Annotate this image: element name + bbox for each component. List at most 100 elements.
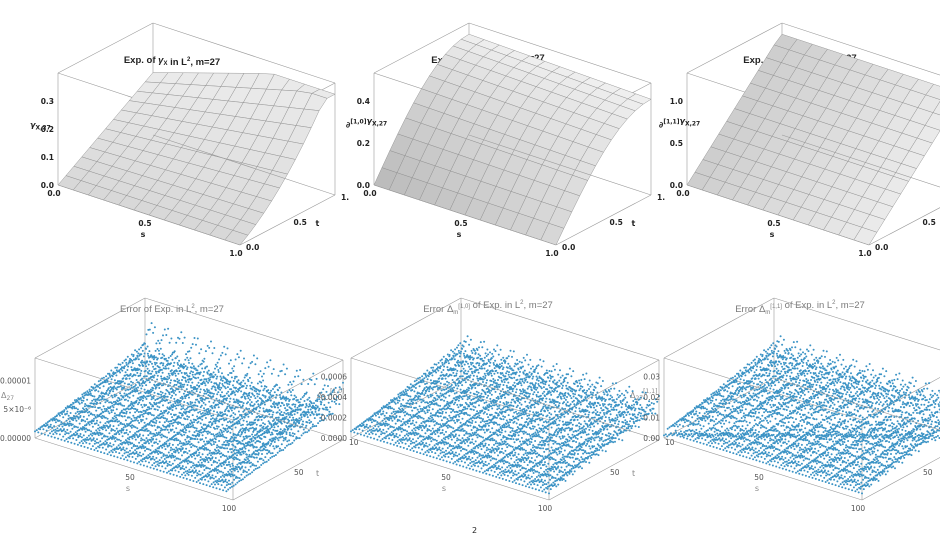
error-point [234, 413, 237, 416]
error-point [287, 418, 289, 421]
error-point [462, 367, 465, 370]
error-point [259, 449, 262, 452]
error-point [237, 410, 240, 413]
error-point [67, 440, 69, 443]
error-point [367, 426, 370, 429]
error-point [66, 405, 69, 408]
error-point [120, 429, 123, 432]
error-point [273, 391, 276, 394]
error-point [166, 425, 169, 427]
error-point [82, 419, 85, 422]
error-point [178, 442, 181, 445]
error-point [203, 378, 206, 381]
error-point [160, 433, 163, 436]
error-point [101, 396, 104, 399]
error-point [118, 399, 121, 402]
error-point [463, 354, 466, 357]
error-point [126, 441, 129, 444]
error-point [161, 398, 164, 401]
error-point [144, 347, 147, 350]
z-axis-label: γX,27 [30, 120, 51, 131]
error-point [409, 414, 412, 416]
error-point [478, 364, 480, 367]
error-point [180, 408, 183, 411]
error-point [201, 367, 204, 370]
error-point [313, 425, 316, 428]
error-point [163, 462, 166, 465]
error-point [111, 451, 114, 454]
error-point [288, 406, 291, 409]
error-point [175, 341, 178, 344]
error-point [420, 379, 423, 382]
error-point [317, 422, 320, 425]
error-point [225, 490, 228, 493]
error-point [101, 432, 104, 435]
error-point [46, 421, 49, 424]
error-point [273, 426, 276, 429]
error-point [207, 413, 210, 416]
error-point [463, 372, 466, 375]
error-point [127, 424, 130, 426]
error-point [192, 371, 194, 374]
error-point [103, 425, 106, 427]
error-point [188, 416, 190, 418]
error-point [256, 460, 259, 463]
error-point [119, 368, 122, 370]
error-point [300, 413, 303, 416]
error-point [238, 404, 241, 407]
error-point [72, 419, 75, 422]
error-point [406, 389, 409, 392]
error-point [85, 438, 88, 441]
error-point [154, 399, 157, 401]
error-point [190, 421, 193, 424]
error-point [236, 353, 239, 356]
error-point [242, 429, 245, 432]
box-edge [239, 194, 336, 246]
error-point [160, 451, 163, 454]
error-point [131, 419, 134, 422]
error-point [233, 423, 236, 426]
error-point [130, 436, 133, 438]
error-point [226, 447, 229, 450]
box-edge [350, 297, 462, 359]
error-point [276, 437, 279, 440]
error-point [259, 446, 262, 449]
error-point [185, 353, 188, 356]
error-point [92, 438, 95, 441]
error-point [148, 442, 150, 445]
error-point [207, 448, 210, 451]
error-point [179, 399, 182, 402]
error-point [130, 400, 133, 403]
error-point [194, 373, 197, 376]
error-point [146, 345, 149, 348]
error-point [75, 399, 78, 401]
error-point [239, 435, 242, 438]
error-point [101, 417, 104, 420]
error-point [470, 349, 473, 352]
error-point [184, 397, 187, 400]
error-point [477, 356, 480, 359]
error-point [141, 443, 144, 446]
error-point [263, 423, 266, 426]
error-point [382, 422, 385, 425]
error-point [188, 436, 190, 438]
error-point [51, 419, 54, 422]
error-point [177, 381, 179, 384]
error-point [135, 369, 138, 371]
error-point [240, 448, 243, 451]
error-point [141, 399, 144, 402]
error-point [165, 359, 168, 362]
error-point [135, 433, 138, 436]
error-point [110, 449, 113, 452]
error-point [138, 460, 141, 463]
error-point [125, 447, 128, 450]
error-point [270, 426, 273, 429]
error-point [124, 358, 127, 361]
error-point [105, 391, 108, 394]
error-point [293, 433, 296, 435]
error-point [161, 371, 164, 374]
error-point [169, 387, 172, 390]
error-point [396, 401, 399, 404]
error-point [284, 438, 287, 441]
error-point [412, 398, 415, 401]
